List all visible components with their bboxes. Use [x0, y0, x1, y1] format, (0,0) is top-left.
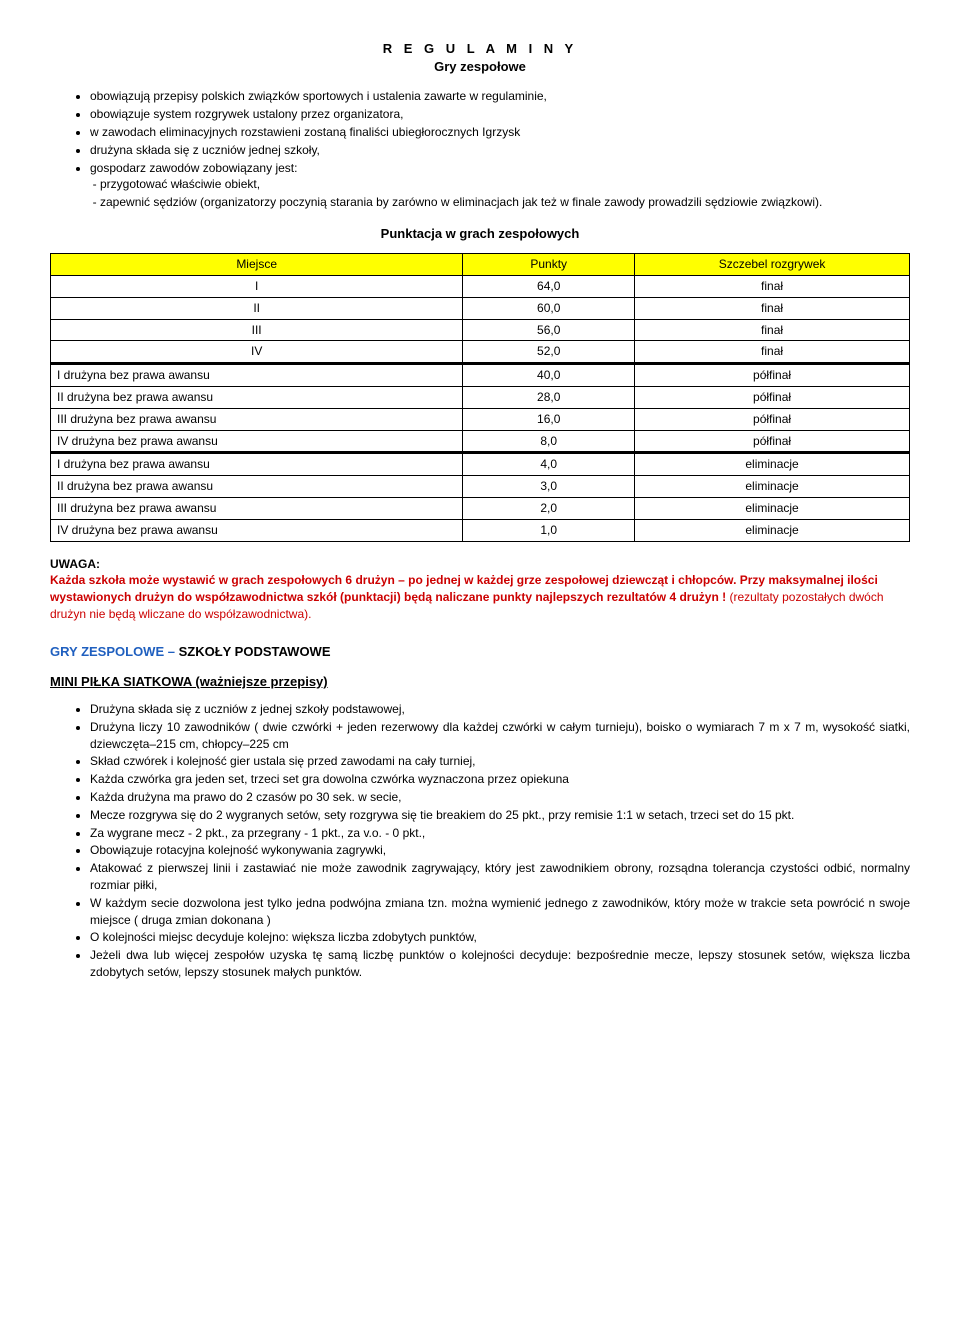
table-row: I drużyna bez prawa awansu4,0eliminacje — [51, 453, 910, 476]
table-cell: 3,0 — [463, 476, 635, 498]
uwaga-label: UWAGA: — [50, 557, 100, 571]
table-cell: III drużyna bez prawa awansu — [51, 497, 463, 519]
rule-item: O kolejności miejsc decyduje kolejno: wi… — [90, 929, 910, 946]
table-row: I64,0finał — [51, 275, 910, 297]
section-sport-black: SZKOŁY PODSTAWOWE — [179, 644, 331, 659]
rule-item: W każdym secie dozwolona jest tylko jedn… — [90, 895, 910, 929]
table-row: I drużyna bez prawa awansu40,0półfinał — [51, 364, 910, 387]
table-cell: eliminacje — [635, 453, 910, 476]
rule-item: Każda drużyna ma prawo do 2 czasów po 30… — [90, 789, 910, 806]
rules-list: Drużyna składa się z uczniów z jednej sz… — [50, 701, 910, 981]
table-cell: IV drużyna bez prawa awansu — [51, 519, 463, 541]
intro-sublist: przygotować właściwie obiekt,zapewnić sę… — [90, 176, 910, 211]
intro-bullet: obowiązuje system rozgrywek ustalony prz… — [90, 106, 910, 123]
rule-item: Jeżeli dwa lub więcej zespołów uzyska tę… — [90, 947, 910, 981]
table-col-szczebel: Szczebel rozgrywek — [635, 254, 910, 276]
table-row: III drużyna bez prawa awansu16,0półfinał — [51, 408, 910, 430]
section-sport-blue: GRY ZESPOLOWE – — [50, 644, 179, 659]
mini-heading: MINI PIŁKA SIATKOWA (ważniejsze przepisy… — [50, 673, 910, 691]
table-row: IV drużyna bez prawa awansu8,0półfinał — [51, 430, 910, 453]
intro-bullet: drużyna składa się z uczniów jednej szko… — [90, 142, 910, 159]
table-cell: półfinał — [635, 408, 910, 430]
table-cell: II drużyna bez prawa awansu — [51, 386, 463, 408]
table-cell: 52,0 — [463, 341, 635, 364]
intro-bullet: gospodarz zawodów zobowiązany jest:przyg… — [90, 160, 910, 211]
table-row: III drużyna bez prawa awansu2,0eliminacj… — [51, 497, 910, 519]
table-cell: IV — [51, 341, 463, 364]
rule-item: Drużyna składa się z uczniów z jednej sz… — [90, 701, 910, 718]
title-main: R E G U L A M I N Y — [50, 40, 910, 58]
table-cell: IV drużyna bez prawa awansu — [51, 430, 463, 453]
rule-item: Atakować z pierwszej linii i zastawiać n… — [90, 860, 910, 894]
table-cell: II drużyna bez prawa awansu — [51, 476, 463, 498]
rule-item: Skład czwórek i kolejność gier ustala si… — [90, 753, 910, 770]
intro-bullet: w zawodach eliminacyjnych rozstawieni zo… — [90, 124, 910, 141]
title-sub: Gry zespołowe — [50, 58, 910, 76]
table-cell: 4,0 — [463, 453, 635, 476]
table-row: II60,0finał — [51, 297, 910, 319]
table-cell: finał — [635, 341, 910, 364]
table-cell: II — [51, 297, 463, 319]
rule-item: Każda czwórka gra jeden set, trzeci set … — [90, 771, 910, 788]
intro-bullets: obowiązują przepisy polskich związków sp… — [50, 88, 910, 211]
table-cell: 1,0 — [463, 519, 635, 541]
table-cell: 40,0 — [463, 364, 635, 387]
table-row: III56,0finał — [51, 319, 910, 341]
table-cell: I drużyna bez prawa awansu — [51, 364, 463, 387]
table-cell: 64,0 — [463, 275, 635, 297]
rule-item: Za wygrane mecz - 2 pkt., za przegrany -… — [90, 825, 910, 842]
table-cell: III — [51, 319, 463, 341]
table-cell: I — [51, 275, 463, 297]
table-cell: finał — [635, 297, 910, 319]
table-row: IV drużyna bez prawa awansu1,0eliminacje — [51, 519, 910, 541]
table-col-punkty: Punkty — [463, 254, 635, 276]
table-cell: I drużyna bez prawa awansu — [51, 453, 463, 476]
intro-bullet: obowiązują przepisy polskich związków sp… — [90, 88, 910, 105]
section-sport-heading: GRY ZESPOLOWE – SZKOŁY PODSTAWOWE — [50, 643, 910, 661]
table-cell: eliminacje — [635, 519, 910, 541]
table-cell: eliminacje — [635, 476, 910, 498]
table-cell: 28,0 — [463, 386, 635, 408]
intro-sublist-item: przygotować właściwie obiekt, — [100, 176, 910, 193]
table-cell: finał — [635, 319, 910, 341]
uwaga-block: UWAGA: Każda szkoła może wystawić w grac… — [50, 556, 910, 623]
table-header-row: Miejsce Punkty Szczebel rozgrywek — [51, 254, 910, 276]
table-cell: półfinał — [635, 364, 910, 387]
table-cell: półfinał — [635, 386, 910, 408]
points-heading: Punktacja w grach zespołowych — [50, 225, 910, 243]
rule-item: Mecze rozgrywa się do 2 wygranych setów,… — [90, 807, 910, 824]
title-block: R E G U L A M I N Y Gry zespołowe — [50, 40, 910, 76]
table-cell: półfinał — [635, 430, 910, 453]
table-cell: 56,0 — [463, 319, 635, 341]
table-row: II drużyna bez prawa awansu3,0eliminacje — [51, 476, 910, 498]
table-col-miejsce: Miejsce — [51, 254, 463, 276]
table-cell: finał — [635, 275, 910, 297]
table-cell: III drużyna bez prawa awansu — [51, 408, 463, 430]
table-cell: 60,0 — [463, 297, 635, 319]
table-cell: eliminacje — [635, 497, 910, 519]
table-cell: 16,0 — [463, 408, 635, 430]
table-row: II drużyna bez prawa awansu28,0półfinał — [51, 386, 910, 408]
rule-item: Obowiązuje rotacyjna kolejność wykonywan… — [90, 842, 910, 859]
rule-item: Drużyna liczy 10 zawodników ( dwie czwór… — [90, 719, 910, 753]
intro-sublist-item: zapewnić sędziów (organizatorzy poczynią… — [100, 194, 910, 211]
points-table: Miejsce Punkty Szczebel rozgrywek I64,0f… — [50, 253, 910, 541]
table-cell: 2,0 — [463, 497, 635, 519]
table-row: IV52,0finał — [51, 341, 910, 364]
table-cell: 8,0 — [463, 430, 635, 453]
